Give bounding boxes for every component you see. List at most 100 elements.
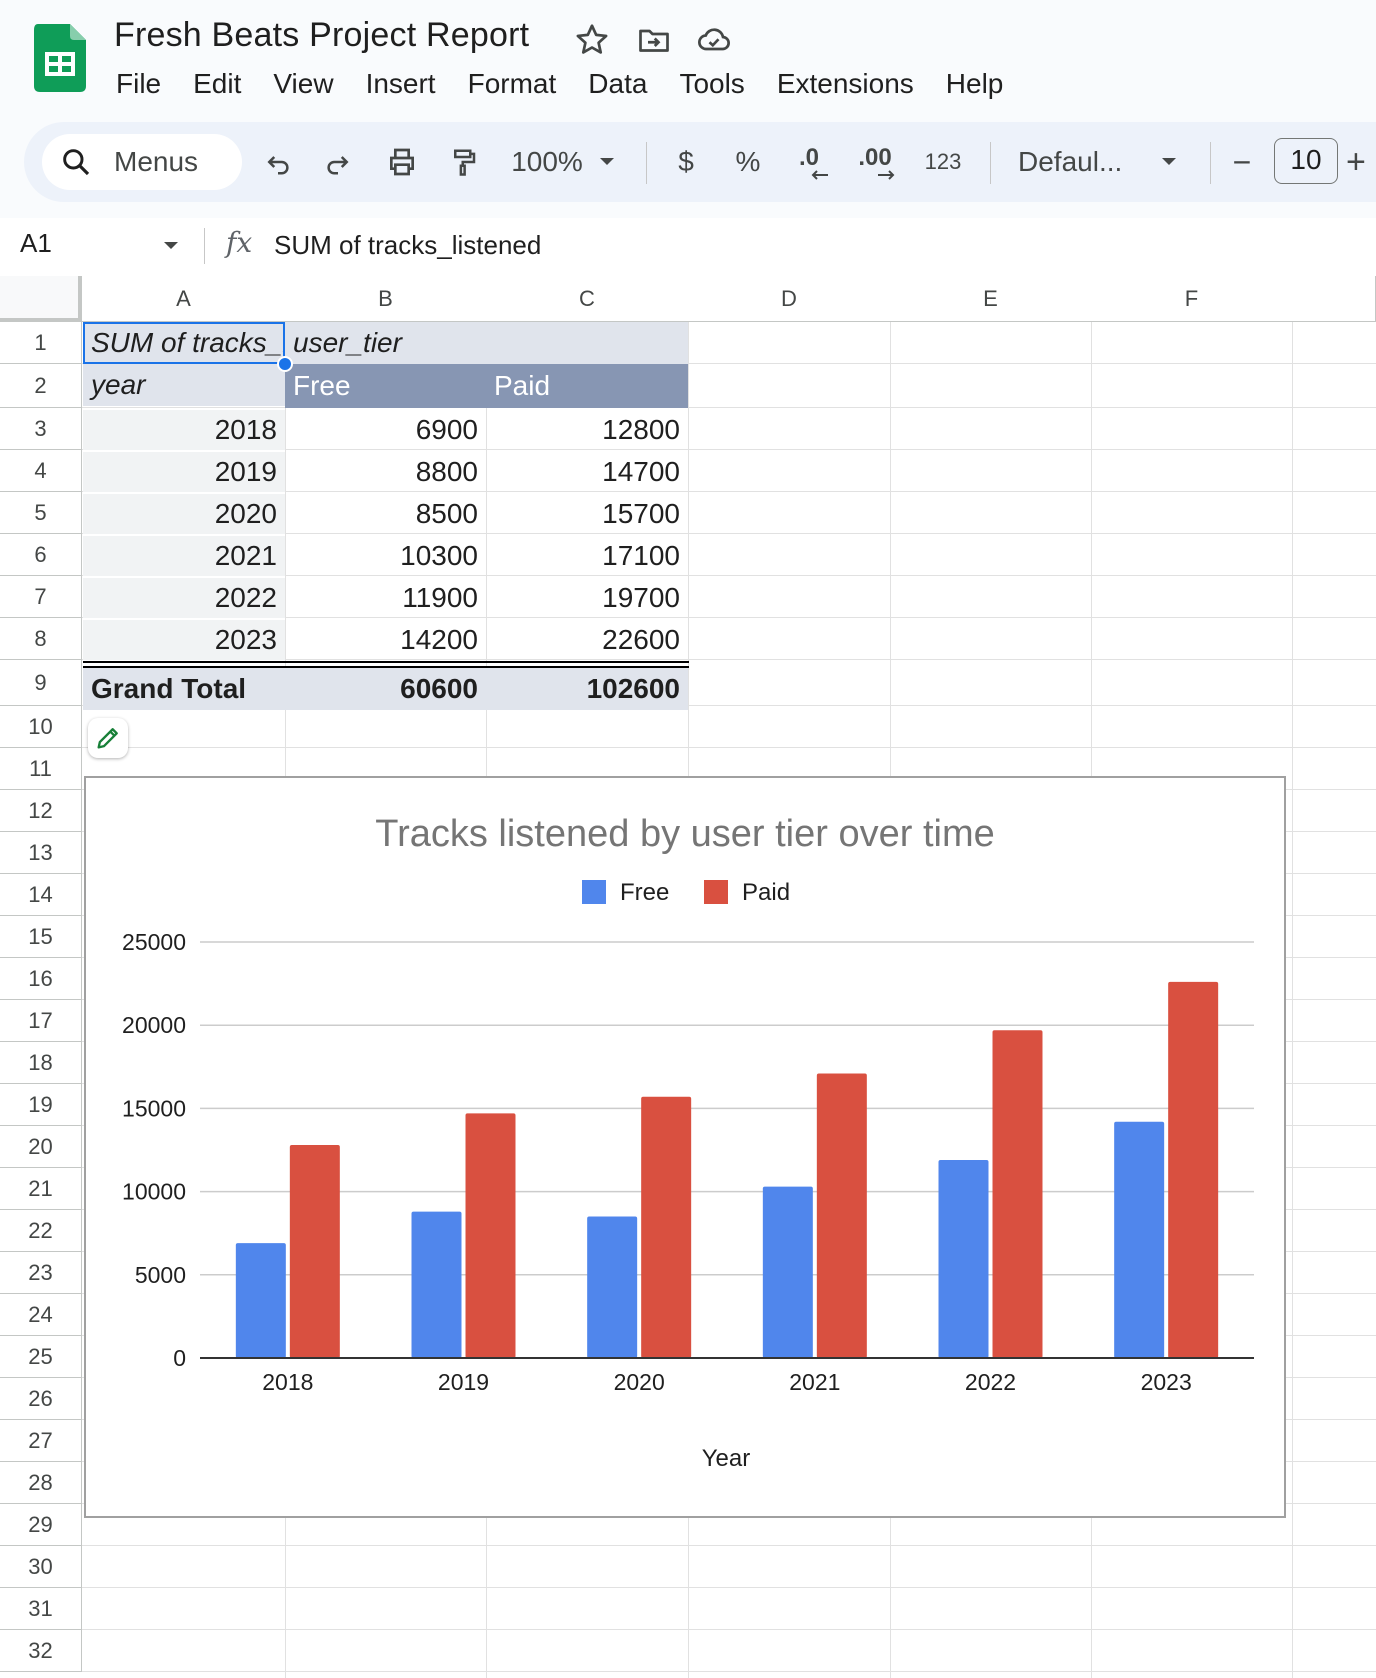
row-header-17[interactable]: 17 [0,1000,82,1042]
row-header-18[interactable]: 18 [0,1042,82,1084]
print-button[interactable] [382,140,422,184]
grand-total-paid[interactable]: 102600 [486,668,688,710]
row-header-6[interactable]: 6 [0,534,82,576]
row-header-30[interactable]: 30 [0,1546,82,1588]
pivot-paid-value[interactable]: 19700 [602,582,680,613]
formula-input[interactable]: SUM of tracks_listened [274,230,542,260]
menu-tools[interactable]: Tools [679,68,745,99]
decrease-decimal-button[interactable]: .0 [786,140,832,184]
menu-insert[interactable]: Insert [365,68,436,99]
decrease-font-size-button[interactable]: − [1232,143,1252,180]
grand-total-label[interactable]: Grand Total [83,668,285,710]
pivot-year[interactable]: 2022 [83,578,285,618]
row-header-24[interactable]: 24 [0,1294,82,1336]
row-header-13[interactable]: 13 [0,832,82,874]
select-all-corner[interactable] [0,276,82,322]
pivot-paid-value[interactable]: 12800 [602,414,680,445]
pivot-free-value[interactable]: 14200 [400,624,478,655]
row-header-20[interactable]: 20 [0,1126,82,1168]
number-format-button[interactable]: 123 [924,149,962,174]
pivot-paid-value[interactable]: 22600 [602,624,680,655]
move-folder-icon[interactable] [636,22,672,58]
pivot-paid-value[interactable]: 17100 [602,540,680,571]
grand-total-free[interactable]: 60600 [285,668,486,710]
row-header-25[interactable]: 25 [0,1336,82,1378]
font-dropdown-button[interactable] [1154,140,1184,184]
pivot-paid-value[interactable]: 15700 [602,498,680,529]
paint-format-button[interactable] [444,140,484,184]
zoom-select[interactable]: 100% [511,146,583,177]
row-header-28[interactable]: 28 [0,1462,82,1504]
menu-edit[interactable]: Edit [193,68,242,99]
pivot-year[interactable]: 2019 [83,452,285,492]
column-header-e[interactable]: E [890,276,1092,322]
zoom-dropdown-button[interactable] [592,140,622,184]
row-header-9[interactable]: 9 [0,660,82,706]
row-header-15[interactable]: 15 [0,916,82,958]
row-header-8[interactable]: 8 [0,618,82,660]
star-icon[interactable] [574,22,610,58]
menu-data[interactable]: Data [588,68,648,99]
increase-decimal-button[interactable]: .00 [850,140,900,184]
pivot-year[interactable]: 2021 [83,536,285,576]
row-header-2[interactable]: 2 [0,364,82,408]
row-header-31[interactable]: 31 [0,1588,82,1630]
chevron-down-icon[interactable] [162,240,180,252]
row-header-29[interactable]: 29 [0,1504,82,1546]
row-header-16[interactable]: 16 [0,958,82,1000]
pivot-year[interactable]: 2020 [83,494,285,534]
row-header-7[interactable]: 7 [0,576,82,618]
font-family-select[interactable]: Defaul... [1018,146,1123,177]
column-header-a[interactable]: A [82,276,286,322]
pivot-cell-c1[interactable] [486,322,688,364]
pivot-free-value[interactable]: 6900 [415,414,478,445]
row-header-12[interactable]: 12 [0,790,82,832]
column-header-b[interactable]: B [285,276,487,322]
menu-view[interactable]: View [273,68,334,99]
row-header-14[interactable]: 14 [0,874,82,916]
document-title[interactable]: Fresh Beats Project Report [114,16,530,54]
row-header-3[interactable]: 3 [0,408,82,450]
row-header-4[interactable]: 4 [0,450,82,492]
increase-font-size-button[interactable]: + [1346,142,1366,181]
pivot-free-value[interactable]: 8500 [415,498,478,529]
row-header-21[interactable]: 21 [0,1168,82,1210]
row-header-1[interactable]: 1 [0,322,82,364]
row-header-23[interactable]: 23 [0,1252,82,1294]
column-header-f[interactable]: F [1091,276,1293,322]
embedded-chart[interactable]: Tracks listened by user tier over time F… [84,776,1286,1518]
search-menus-button[interactable]: Menus [42,134,242,190]
pivot-free-value[interactable]: 10300 [400,540,478,571]
column-header-next[interactable] [1292,276,1376,322]
pivot-year[interactable]: 2023 [83,620,285,660]
row-header-5[interactable]: 5 [0,492,82,534]
edit-pivot-button[interactable] [88,718,128,758]
pivot-cell-b1[interactable]: user_tier [285,322,486,364]
row-header-27[interactable]: 27 [0,1420,82,1462]
pivot-header-free[interactable]: Free [285,364,486,408]
row-header-32[interactable]: 32 [0,1630,82,1672]
redo-button[interactable] [318,140,358,184]
row-header-10[interactable]: 10 [0,706,82,748]
row-header-19[interactable]: 19 [0,1084,82,1126]
undo-button[interactable] [258,140,298,184]
name-box[interactable]: A1 [20,228,52,258]
column-header-d[interactable]: D [688,276,891,322]
pivot-cell-a2[interactable]: year [83,364,285,406]
pivot-free-value[interactable]: 11900 [402,582,478,613]
pivot-free-value[interactable]: 8800 [415,456,478,487]
currency-format-button[interactable]: $ [678,146,694,177]
pivot-paid-value[interactable]: 14700 [602,456,680,487]
pivot-cell-a1[interactable]: SUM of tracks_listened [83,322,285,364]
menu-format[interactable]: Format [467,68,557,99]
row-header-11[interactable]: 11 [0,748,82,790]
pivot-header-paid[interactable]: Paid [486,364,688,408]
menu-help[interactable]: Help [945,68,1004,99]
menu-file[interactable]: File [116,68,162,99]
selection-fill-handle[interactable] [277,356,293,372]
sheets-logo-icon[interactable] [34,24,86,92]
column-header-c[interactable]: C [486,276,689,322]
row-header-22[interactable]: 22 [0,1210,82,1252]
row-header-26[interactable]: 26 [0,1378,82,1420]
cloud-saved-icon[interactable] [696,22,732,58]
